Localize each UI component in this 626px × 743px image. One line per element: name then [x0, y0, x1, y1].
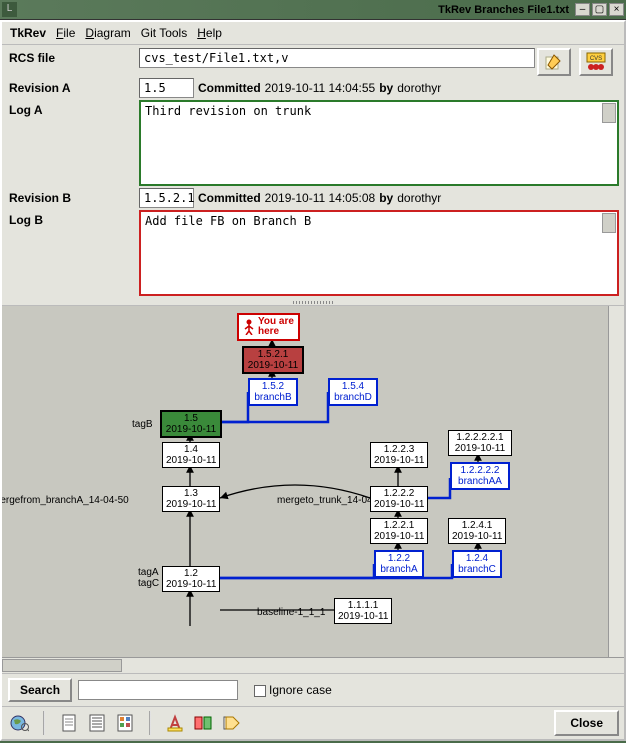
- window-icon: L: [2, 2, 17, 17]
- revision-node[interactable]: 1.2.4branchC: [452, 550, 502, 578]
- revision-a-label: Revision A: [7, 78, 137, 98]
- revision-b-date: 2019-10-11 14:05:08: [265, 191, 376, 205]
- menu-gittools[interactable]: Git Tools: [141, 26, 187, 40]
- rcs-file-field[interactable]: cvs_test/File1.txt,v: [139, 48, 535, 68]
- ignore-case-checkbox[interactable]: Ignore case: [254, 683, 332, 697]
- revision-node[interactable]: 1.2.2branchA: [374, 550, 424, 578]
- revision-node[interactable]: 1.2.2.22019-10-11: [370, 486, 428, 512]
- log-b-scrollbar[interactable]: [602, 213, 616, 233]
- close-window-button[interactable]: ×: [609, 3, 624, 16]
- log-b-label: Log B: [7, 210, 137, 230]
- grid-button[interactable]: [113, 711, 137, 735]
- page-icon: [61, 714, 77, 732]
- menu-tkrev[interactable]: TkRev: [10, 26, 46, 40]
- tag-button[interactable]: [219, 711, 243, 735]
- log-a-label: Log A: [7, 100, 137, 120]
- edit-file-button[interactable]: [537, 48, 571, 76]
- search-input[interactable]: [78, 680, 238, 700]
- log-b-text[interactable]: Add file FB on Branch B: [139, 210, 619, 296]
- annotate-button[interactable]: [163, 711, 187, 735]
- by-b-label: by: [379, 191, 393, 205]
- cvs-icon: CVS: [585, 52, 607, 72]
- menu-file[interactable]: File: [56, 26, 75, 40]
- close-button[interactable]: Close: [554, 710, 619, 736]
- revision-node[interactable]: 1.22019-10-11: [162, 566, 220, 592]
- ignore-case-label: Ignore case: [269, 683, 332, 697]
- revision-a-user: dorothyr: [397, 81, 441, 95]
- log-b-content: Add file FB on Branch B: [145, 214, 311, 228]
- info-panel: RCS file cvs_test/File1.txt,v CVS Revisi…: [2, 45, 624, 299]
- revision-a-number[interactable]: 1.5: [139, 78, 194, 98]
- diff-button[interactable]: [191, 711, 215, 735]
- menubar: TkRev File Diagram Git Tools Help: [2, 22, 624, 45]
- revision-node[interactable]: 1.1.1.12019-10-11: [334, 598, 392, 624]
- world-button[interactable]: [7, 711, 31, 735]
- edit-file-icon: [544, 53, 564, 71]
- maximize-button[interactable]: ▢: [592, 3, 607, 16]
- menu-diagram[interactable]: Diagram: [85, 26, 130, 40]
- revision-a-date: 2019-10-11 14:04:55: [265, 81, 376, 95]
- annotate-icon: [167, 714, 183, 732]
- bottom-toolbar: Close: [2, 706, 624, 739]
- committed-b-label: Committed: [198, 191, 261, 205]
- log-a-content: Third revision on trunk: [145, 104, 311, 118]
- hscroll-thumb[interactable]: [2, 659, 122, 672]
- log-a-text[interactable]: Third revision on trunk: [139, 100, 619, 186]
- search-bar: Search Ignore case: [2, 673, 624, 706]
- revision-node[interactable]: 1.5.4branchD: [328, 378, 378, 406]
- diagram-label: tagB: [132, 419, 153, 430]
- revision-node[interactable]: 1.42019-10-11: [162, 442, 220, 468]
- window-title: TkRev Branches File1.txt: [438, 4, 569, 16]
- diagram-label: tagC: [138, 578, 159, 589]
- diagram-label: tagA: [138, 567, 159, 578]
- by-a-label: by: [379, 81, 393, 95]
- revision-node[interactable]: 1.2.2.32019-10-11: [370, 442, 428, 468]
- list-icon: [89, 714, 105, 732]
- diagram-label: baseline-1_1_1: [257, 607, 325, 618]
- diff-icon: [194, 714, 212, 732]
- revision-node[interactable]: 1.52019-10-11: [160, 410, 222, 438]
- search-button[interactable]: Search: [8, 678, 72, 702]
- revision-node[interactable]: 1.2.2.2.2.12019-10-11: [448, 430, 512, 456]
- log-a-scrollbar[interactable]: [602, 103, 616, 123]
- main-window: TkRev File Diagram Git Tools Help RCS fi…: [0, 20, 626, 741]
- canvas-hscrollbar[interactable]: [2, 657, 624, 673]
- you-are-here: You arehere: [237, 313, 300, 341]
- titlebar: L TkRev Branches File1.txt – ▢ ×: [0, 0, 626, 20]
- diagram-canvas[interactable]: You arehere tagB mergefrom_branchA_14-04-5…: [2, 306, 608, 657]
- diagram-edges: [2, 306, 608, 657]
- revision-node[interactable]: 1.2.2.2.2branchAA: [450, 462, 510, 490]
- grid-icon: [117, 714, 133, 732]
- revision-b-user: dorothyr: [397, 191, 441, 205]
- revision-node[interactable]: 1.32019-10-11: [162, 486, 220, 512]
- revision-node[interactable]: 1.5.2branchB: [248, 378, 298, 406]
- cvs-button[interactable]: CVS: [579, 48, 613, 76]
- canvas-vscrollbar[interactable]: [608, 306, 624, 657]
- list-button[interactable]: [85, 711, 109, 735]
- rcs-file-label: RCS file: [7, 48, 137, 68]
- world-icon: [9, 714, 29, 732]
- page-button[interactable]: [57, 711, 81, 735]
- diagram-label: mergefrom_branchA_14-04-50: [2, 495, 129, 506]
- revision-b-label: Revision B: [7, 188, 137, 208]
- tags-icon: [222, 715, 240, 731]
- revision-node[interactable]: 1.2.2.12019-10-11: [370, 518, 428, 544]
- diagram-area: You arehere tagB mergefrom_branchA_14-04-5…: [2, 305, 624, 657]
- minimize-button[interactable]: –: [575, 3, 590, 16]
- svg-text:CVS: CVS: [590, 56, 602, 62]
- menu-help[interactable]: Help: [197, 26, 222, 40]
- revision-b-number[interactable]: 1.5.2.1: [139, 188, 194, 208]
- revision-node[interactable]: 1.2.4.12019-10-11: [448, 518, 506, 544]
- committed-a-label: Committed: [198, 81, 261, 95]
- revision-node[interactable]: 1.5.2.12019-10-11: [242, 346, 304, 374]
